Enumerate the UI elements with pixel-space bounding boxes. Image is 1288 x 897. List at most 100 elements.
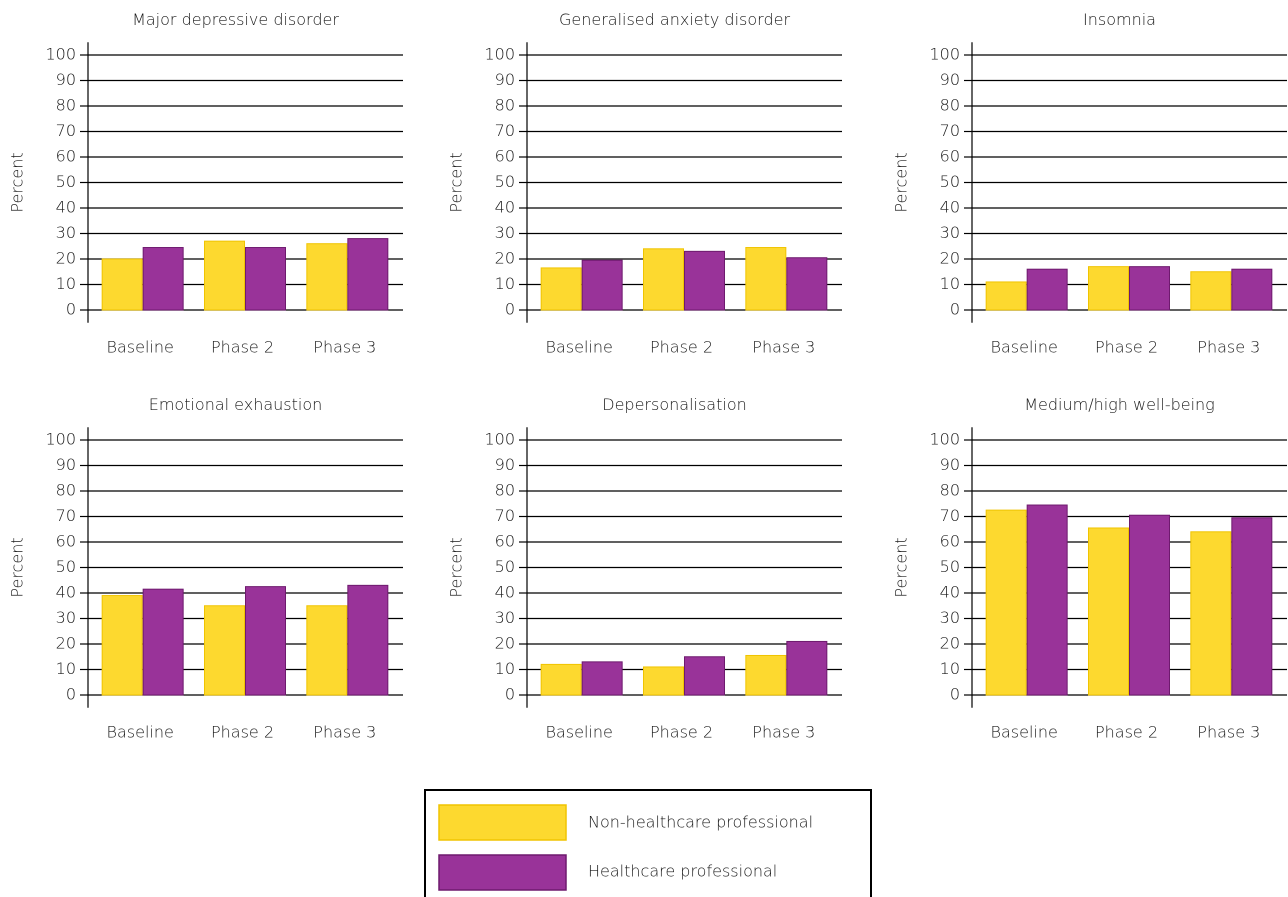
y-tick-label: 50: [495, 557, 515, 576]
bar: [1129, 266, 1170, 311]
bar: [1231, 268, 1273, 311]
y-tick-label: 90: [495, 70, 515, 89]
y-tick-label: 20: [940, 249, 960, 268]
bar: [245, 586, 286, 696]
bar: [786, 257, 828, 311]
x-tick-label: Phase 2: [211, 722, 274, 741]
y-tick-label: 40: [56, 198, 76, 217]
y-axis-label: Percent: [447, 152, 466, 212]
y-tick-label: 0: [66, 685, 76, 704]
y-tick-label: 60: [940, 532, 960, 551]
y-tick-label: 70: [495, 506, 515, 525]
y-tick-label: 20: [495, 249, 515, 268]
bar: [101, 258, 143, 311]
y-tick-label: 10: [940, 274, 960, 293]
x-tick-label: Phase 2: [1095, 337, 1158, 356]
y-tick-label: 10: [940, 659, 960, 678]
bar: [1088, 266, 1129, 311]
y-tick-label: 70: [495, 121, 515, 140]
y-tick-label: 0: [950, 685, 960, 704]
y-tick-label: 50: [56, 172, 76, 191]
y-tick-label: 0: [505, 300, 515, 319]
y-tick-label: 90: [495, 455, 515, 474]
chart-title: Major depressive disorder: [132, 10, 339, 29]
bar: [581, 661, 623, 696]
y-tick-label: 20: [56, 249, 76, 268]
x-tick-label: Baseline: [545, 337, 612, 356]
y-tick-label: 40: [495, 198, 515, 217]
y-tick-label: 80: [495, 96, 515, 115]
y-tick-label: 60: [56, 532, 76, 551]
bar: [684, 656, 725, 696]
y-tick-label: 100: [929, 430, 960, 449]
y-tick-label: 80: [940, 96, 960, 115]
y-tick-label: 70: [940, 506, 960, 525]
y-tick-label: 30: [940, 223, 960, 242]
x-tick-label: Phase 3: [1197, 337, 1260, 356]
bar: [142, 247, 184, 311]
bar: [985, 509, 1027, 696]
y-tick-label: 90: [940, 70, 960, 89]
y-tick-label: 40: [940, 198, 960, 217]
bar: [540, 267, 582, 311]
y-axis-label: Percent: [8, 152, 27, 212]
y-tick-label: 30: [56, 608, 76, 627]
y-axis-label: Percent: [8, 537, 27, 597]
y-tick-label: 40: [940, 583, 960, 602]
y-tick-label: 30: [940, 608, 960, 627]
bar: [1026, 268, 1068, 311]
y-tick-label: 80: [495, 481, 515, 500]
x-tick-label: Phase 3: [1197, 722, 1260, 741]
x-tick-label: Phase 3: [313, 722, 376, 741]
chart-title: Depersonalisation: [602, 395, 747, 414]
y-tick-label: 20: [495, 634, 515, 653]
chart-title: Medium/high well-being: [1024, 395, 1215, 414]
y-tick-label: 10: [56, 659, 76, 678]
y-axis-label: Percent: [892, 537, 911, 597]
legend-label: Non-healthcare professional: [588, 813, 813, 832]
x-tick-label: Phase 3: [752, 722, 815, 741]
bar: [306, 243, 348, 311]
bar: [1088, 527, 1129, 696]
y-tick-label: 10: [495, 274, 515, 293]
y-tick-label: 90: [56, 455, 76, 474]
bar: [684, 250, 725, 311]
bar: [581, 259, 623, 311]
x-tick-label: Baseline: [990, 722, 1057, 741]
bar: [985, 281, 1027, 311]
bar: [1231, 517, 1273, 696]
bar: [101, 595, 143, 696]
bar: [142, 588, 184, 696]
bar: [745, 247, 787, 311]
y-tick-label: 0: [950, 300, 960, 319]
y-tick-label: 20: [56, 634, 76, 653]
y-tick-label: 30: [495, 608, 515, 627]
x-tick-label: Baseline: [106, 722, 173, 741]
y-tick-label: 50: [56, 557, 76, 576]
y-tick-label: 0: [66, 300, 76, 319]
y-tick-label: 30: [495, 223, 515, 242]
y-tick-label: 100: [929, 45, 960, 64]
y-tick-label: 100: [45, 430, 76, 449]
bar: [306, 605, 348, 696]
y-tick-label: 20: [940, 634, 960, 653]
y-tick-label: 60: [495, 532, 515, 551]
y-tick-label: 80: [56, 481, 76, 500]
x-tick-label: Phase 2: [1095, 722, 1158, 741]
bar: [540, 663, 582, 696]
bar: [1026, 504, 1068, 696]
y-tick-label: 70: [56, 506, 76, 525]
chart-title: Emotional exhaustion: [149, 395, 323, 414]
y-tick-label: 100: [484, 45, 515, 64]
y-tick-label: 30: [56, 223, 76, 242]
y-tick-label: 60: [495, 147, 515, 166]
bar: [245, 247, 286, 311]
bar: [786, 640, 828, 696]
legend-swatch: [438, 804, 567, 841]
bar: [1190, 271, 1232, 311]
y-tick-label: 60: [940, 147, 960, 166]
y-tick-label: 0: [505, 685, 515, 704]
bar: [204, 240, 245, 311]
y-tick-label: 50: [940, 557, 960, 576]
